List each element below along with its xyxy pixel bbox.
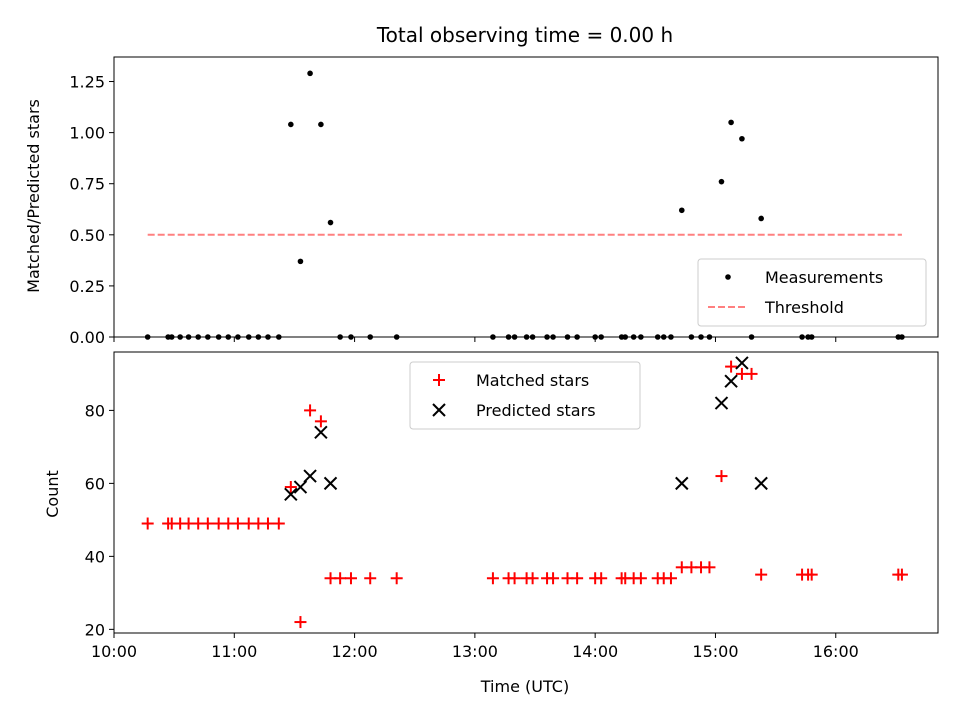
bottom-matched-point [508,572,521,585]
bottom-predicted-point [735,356,749,370]
legend-marker-predicted [432,403,446,417]
bottom-matched-point [805,568,818,581]
top-y-tick-label: 1.00 [69,124,105,143]
bottom-x-tick-label: 14:00 [572,642,618,661]
top-measurement-point [758,215,764,222]
bottom-y-tick-label: 60 [85,474,105,493]
bottom-matched-point [526,572,539,585]
bottom-predicted-point [714,396,729,410]
top-measurement-point [327,219,334,226]
bottom-x-tick-label: 12:00 [332,642,378,661]
bottom-matched-point [364,572,377,585]
bottom-matched-point [755,568,768,581]
bottom-matched-point [725,360,738,373]
bottom-predicted-point [724,374,738,388]
bottom-matched-point [486,572,499,585]
bottom-matched-point [715,470,728,483]
bottom-predicted-point [284,487,298,502]
top-y-axis-label: Matched/Predicted stars [24,99,43,293]
top-y-tick-label: 0.25 [69,277,105,296]
bottom-x-tick-label: 11:00 [211,642,257,661]
top-measurement-point [297,258,304,265]
bottom-matched-point [745,367,758,380]
bottom-matched-point [547,572,560,585]
bottom-x-tick-label: 13:00 [452,642,498,661]
bottom-predicted-point [754,476,768,491]
bottom-predicted-point [675,476,689,491]
bottom-predicted-point [323,476,338,491]
bottom-matched-point [571,572,584,585]
bottom-matched-point [141,517,154,530]
bottom-y-tick-label: 20 [85,620,105,639]
bottom-matched-point [595,572,608,585]
legend-label-threshold: Threshold [764,298,844,317]
x-axis-label: Time (UTC) [480,677,569,696]
bottom-axes-frame [113,351,939,634]
bottom-matched-point [284,481,297,494]
top-measurement-point [288,121,294,128]
bottom-legend: Matched stars Predicted stars [409,361,641,430]
top-y-tick-label: 0.50 [69,226,105,245]
bottom-matched-point [390,572,403,585]
chart-title: Total observing time = 0.00 h [376,23,673,47]
bottom-matched-point [314,415,327,428]
bottom-predicted-point [303,469,317,483]
bottom-x-tick-label: 10:00 [91,642,137,661]
bottom-x-tick-label: 16:00 [813,642,859,661]
top-y-tick-label: 1.25 [69,73,105,92]
bottom-panel: 20 40 60 80 10:00 11:00 12:00 13:00 14:00 15:00 16… [85,351,939,661]
bottom-matched-point [634,572,647,585]
legend-label-predicted: Predicted stars [476,401,596,420]
top-measurement-point [728,119,734,126]
legend-label-matched: Matched stars [476,371,589,390]
top-legend: Measurements Threshold [697,258,927,327]
bottom-matched-point [272,517,285,530]
bottom-y-axis-label: Count [43,470,62,518]
top-panel: 0.00 0.25 0.50 0.75 1.00 1.25 [69,56,939,347]
top-measurement-point [307,70,313,77]
bottom-predicted-point [314,425,328,439]
bottom-y-tick-label: 80 [85,401,105,420]
bottom-matched-point [334,572,347,585]
bottom-matched-point [664,572,677,585]
bottom-matched-point [344,572,357,585]
top-measurement-point [318,121,324,128]
legend-marker-matched [433,374,445,386]
top-y-tick-label: 0.00 [69,328,105,347]
legend-label-measurements: Measurements [765,268,883,287]
bottom-y-tick-label: 40 [85,547,105,566]
top-axes-frame [113,56,939,338]
bottom-matched-point [231,517,244,530]
bottom-matched-point [294,616,307,629]
bottom-predicted-point [293,480,308,494]
top-measurement-point [739,135,745,142]
bottom-matched-point [895,568,908,581]
bottom-matched-point [201,517,214,530]
bottom-x-tick-label: 15:00 [692,642,738,661]
bottom-matched-point [261,517,274,530]
legend-marker-measurements [725,274,731,280]
top-measurement-point [718,178,725,185]
bottom-matched-point [304,404,317,417]
top-y-tick-label: 0.75 [69,175,105,194]
top-measurement-point [678,207,685,214]
bottom-matched-point [703,561,716,574]
